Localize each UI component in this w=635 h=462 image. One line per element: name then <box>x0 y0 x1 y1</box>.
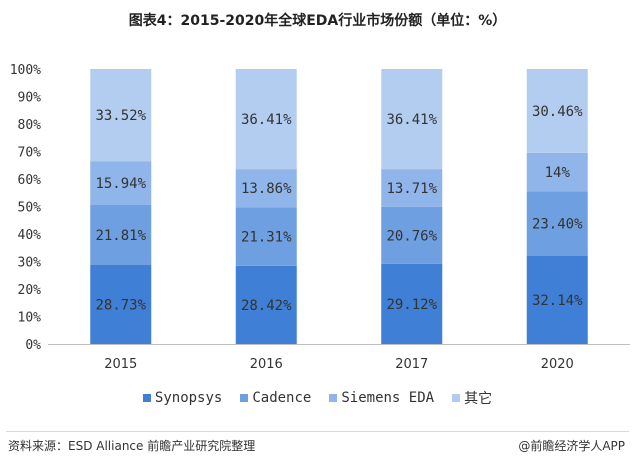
data-label: 28.73% <box>95 297 146 313</box>
y-tick-label: 100% <box>10 63 41 78</box>
bar-segment <box>381 169 443 207</box>
bar-segment <box>526 191 588 256</box>
y-tick-label: 20% <box>18 283 42 298</box>
source-note: 资料来源：ESD Alliance 前瞻产业研究院整理 <box>8 439 256 453</box>
legend-swatch <box>329 394 338 402</box>
bar-segment <box>235 169 297 208</box>
bar-segment <box>235 265 297 344</box>
legend-swatch <box>240 394 249 402</box>
stacked-bar-chart: 0% 10% 20% 30% 40% 50% 60% 70% 80% 90% 100% 28.73% 2… <box>10 63 630 372</box>
data-label: 13.86% <box>241 181 292 197</box>
data-label: 33.52% <box>95 108 146 124</box>
legend-swatch <box>142 394 151 402</box>
footer-divider <box>6 431 629 432</box>
data-label: 23.40% <box>532 216 583 232</box>
x-tick-label: 2015 <box>104 357 137 372</box>
bar-segment <box>526 255 588 344</box>
y-tick-label: 60% <box>18 173 42 188</box>
legend-label: 其它 <box>464 391 493 407</box>
y-tick-label: 40% <box>18 228 42 243</box>
y-tick-label: 90% <box>18 91 42 106</box>
bar-segment <box>381 263 443 344</box>
legend-swatch <box>452 394 461 402</box>
y-tick-label: 80% <box>18 118 42 133</box>
bar-segment <box>381 69 443 170</box>
y-tick-label: 30% <box>18 256 42 271</box>
bar-segment <box>90 264 152 344</box>
data-label: 30.46% <box>532 104 583 120</box>
bar-segment <box>90 69 152 162</box>
bar-segment <box>526 152 588 192</box>
chart-title: 图表4：2015-2020年全球EDA行业市场份额（单位：%） <box>128 13 507 29</box>
footer: 资料来源：ESD Alliance 前瞻产业研究院整理 @前瞻经济学人APP <box>0 431 635 462</box>
data-label: 20.76% <box>386 228 437 244</box>
legend-label: Synopsys <box>154 390 223 406</box>
data-label: 21.31% <box>241 230 292 246</box>
legend-item: 其它 <box>452 388 492 408</box>
data-label: 29.12% <box>386 297 437 313</box>
bar-segment <box>526 69 588 153</box>
legend-item: Synopsys <box>142 390 223 406</box>
bar-segment <box>381 206 443 264</box>
bar-segment <box>235 207 297 266</box>
legend-item: Cadence <box>240 390 311 406</box>
y-tick-label: 50% <box>18 201 42 216</box>
y-tick-label: 70% <box>18 146 42 161</box>
data-label: 28.42% <box>241 298 292 314</box>
legend-item: Siemens EDA <box>329 390 434 406</box>
data-label: 21.81% <box>95 228 146 244</box>
data-label: 32.14% <box>532 293 583 309</box>
data-label: 15.94% <box>95 176 146 192</box>
chart-legend: Synopsys Cadence Siemens EDA 其它 <box>0 388 635 408</box>
data-label: 36.41% <box>241 112 292 128</box>
bar-segment <box>235 69 297 170</box>
legend-label: Cadence <box>252 390 312 406</box>
data-label: 14% <box>545 165 571 181</box>
bar-segment <box>90 161 152 206</box>
y-tick-label: 10% <box>18 311 42 326</box>
x-tick-label: 2020 <box>541 357 574 372</box>
bar-segment <box>90 205 152 265</box>
x-tick-label: 2017 <box>395 357 428 372</box>
credit-note: @前瞻经济学人APP <box>518 439 625 453</box>
data-label: 13.71% <box>386 181 437 197</box>
x-tick-label: 2016 <box>250 357 283 372</box>
legend-label: Siemens EDA <box>341 390 435 406</box>
y-tick-label: 0% <box>25 338 41 353</box>
data-label: 36.41% <box>386 112 437 128</box>
